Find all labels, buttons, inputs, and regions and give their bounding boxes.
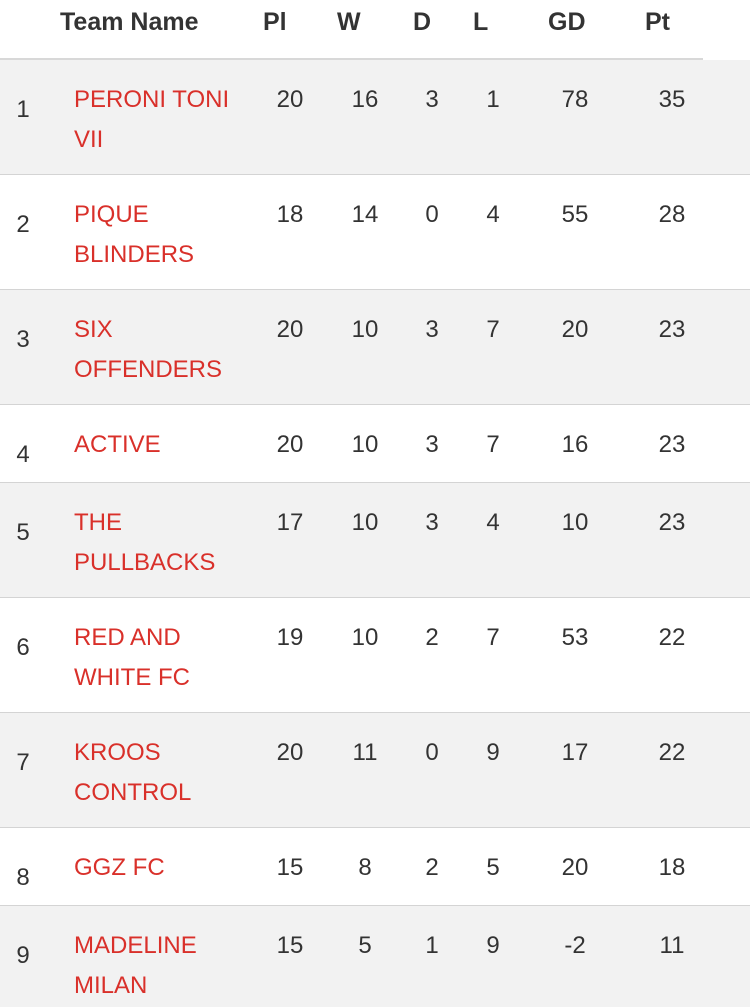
points: 22	[658, 624, 686, 651]
points: 23	[658, 509, 686, 536]
table-row: 7 KROOS CONTROL 20 11 0 9 17 22	[0, 713, 750, 828]
lost: 1	[486, 86, 500, 113]
table-row: 3 SIX OFFENDERS 20 10 3 7 20 23	[0, 290, 750, 405]
drawn: 3	[425, 431, 439, 458]
played: 19	[276, 624, 304, 651]
header-won[interactable]: W	[337, 8, 361, 36]
goal-difference: 10	[561, 509, 589, 536]
goal-difference: 20	[561, 854, 589, 881]
points: 11	[659, 932, 685, 959]
table-row: 8 GGZ FC 15 8 2 5 20 18	[0, 828, 750, 906]
points: 23	[658, 431, 686, 458]
played: 18	[276, 201, 304, 228]
points: 23	[658, 316, 686, 343]
played: 17	[276, 509, 304, 536]
won: 10	[351, 509, 379, 536]
table-row: 9 MADELINE MILAN 15 5 1 9 -2 11	[0, 906, 750, 1007]
lost: 9	[486, 932, 500, 959]
goal-difference: 55	[561, 201, 589, 228]
table-row: 2 PIQUE BLINDERS 18 14 0 4 55 28	[0, 175, 750, 290]
team-name-link[interactable]: THE PULLBACKS	[74, 509, 216, 576]
team-name-link[interactable]: GGZ FC	[74, 854, 165, 881]
won: 16	[351, 86, 379, 113]
won: 11	[352, 739, 378, 766]
header-played[interactable]: Pl	[263, 8, 287, 36]
goal-difference: 78	[561, 86, 589, 113]
points: 35	[658, 86, 686, 113]
lost: 7	[486, 624, 500, 651]
table-row: 5 THE PULLBACKS 17 10 3 4 10 23	[0, 483, 750, 598]
header-lost[interactable]: L	[473, 8, 489, 36]
drawn: 2	[425, 624, 439, 651]
lost: 7	[486, 316, 500, 343]
team-name-link[interactable]: SIX OFFENDERS	[74, 316, 223, 383]
goal-difference: 16	[561, 431, 589, 458]
points: 28	[658, 201, 686, 228]
position: 6	[16, 634, 30, 661]
goal-difference: 20	[561, 316, 589, 343]
drawn: 3	[425, 316, 439, 343]
position: 7	[16, 749, 30, 776]
played: 20	[276, 86, 304, 113]
table-row: 6 RED AND WHITE FC 19 10 2 7 53 22	[0, 598, 750, 713]
team-name-link[interactable]: KROOS CONTROL	[74, 739, 192, 806]
points: 18	[658, 854, 686, 881]
header-team-name[interactable]: Team Name	[60, 8, 199, 36]
played: 15	[276, 932, 304, 959]
won: 14	[351, 201, 379, 228]
table-row: 4 ACTIVE 20 10 3 7 16 23	[0, 405, 750, 483]
won: 8	[358, 854, 372, 881]
won: 10	[351, 624, 379, 651]
position: 1	[16, 96, 30, 123]
lost: 4	[486, 509, 500, 536]
team-name-link[interactable]: PERONI TONI VII	[74, 86, 230, 153]
played: 15	[276, 854, 304, 881]
drawn: 2	[425, 854, 439, 881]
drawn: 3	[425, 86, 439, 113]
position: 3	[16, 326, 30, 353]
team-name-link[interactable]: ACTIVE	[74, 431, 161, 458]
goal-difference: 53	[561, 624, 589, 651]
table-row: 1 PERONI TONI VII 20 16 3 1 78 35	[0, 60, 750, 175]
won: 10	[351, 316, 379, 343]
position: 4	[16, 441, 30, 468]
goal-difference: -2	[564, 932, 586, 959]
position: 2	[16, 211, 30, 238]
position: 8	[16, 864, 30, 891]
points: 22	[658, 739, 686, 766]
played: 20	[276, 316, 304, 343]
position: 9	[16, 942, 30, 969]
team-name-link[interactable]: MADELINE MILAN	[74, 932, 197, 999]
won: 10	[351, 431, 379, 458]
lost: 7	[486, 431, 500, 458]
won: 5	[358, 932, 372, 959]
header-drawn[interactable]: D	[413, 8, 432, 36]
played: 20	[276, 739, 304, 766]
drawn: 0	[425, 739, 439, 766]
drawn: 0	[425, 201, 439, 228]
team-name-link[interactable]: PIQUE BLINDERS	[74, 201, 195, 268]
lost: 9	[486, 739, 500, 766]
drawn: 3	[425, 509, 439, 536]
lost: 5	[486, 854, 500, 881]
team-name-link[interactable]: RED AND WHITE FC	[74, 624, 190, 691]
goal-difference: 17	[561, 739, 589, 766]
lost: 4	[486, 201, 500, 228]
played: 20	[276, 431, 304, 458]
drawn: 1	[425, 932, 439, 959]
header-goal-difference[interactable]: GD	[548, 8, 586, 36]
header-points[interactable]: Pt	[645, 8, 670, 36]
position: 5	[16, 519, 30, 546]
table-header: Team Name Pl W D L GD Pt	[0, 0, 703, 60]
